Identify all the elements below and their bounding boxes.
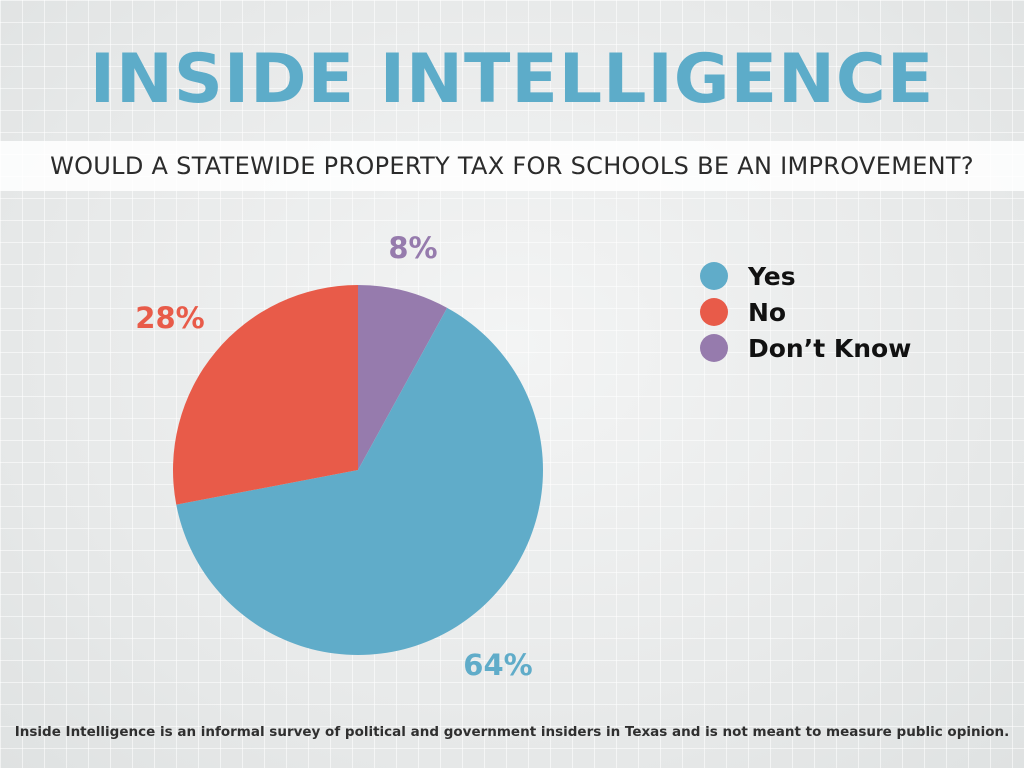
legend-swatch-no	[700, 298, 728, 326]
question-band: WOULD A STATEWIDE PROPERTY TAX FOR SCHOO…	[0, 141, 1024, 191]
chart-title: INSIDE INTELLIGENCE	[89, 40, 935, 119]
survey-question: WOULD A STATEWIDE PROPERTY TAX FOR SCHOO…	[50, 152, 974, 180]
pie-slice-no	[173, 285, 358, 505]
pie-slice-don-t-know	[358, 285, 448, 470]
legend-label-don-t-know: Don’t Know	[748, 333, 912, 363]
footnote: Inside Intelligence is an informal surve…	[14, 724, 1010, 740]
legend-item-don-t-know: Don’t Know	[700, 330, 911, 366]
pie-slice-yes	[176, 307, 543, 655]
legend-item-no: No	[700, 294, 911, 330]
legend-swatch-yes	[700, 262, 728, 290]
chart-legend: Yes No Don’t Know	[700, 258, 911, 366]
legend-item-yes: Yes	[700, 258, 911, 294]
legend-label-yes: Yes	[748, 261, 796, 291]
data-label-no: 28%	[135, 301, 204, 335]
legend-swatch-don-t-know	[700, 334, 728, 362]
data-label-yes: 64%	[463, 648, 532, 682]
data-label-don-t-know: 8%	[388, 231, 437, 265]
legend-label-no: No	[748, 297, 787, 327]
